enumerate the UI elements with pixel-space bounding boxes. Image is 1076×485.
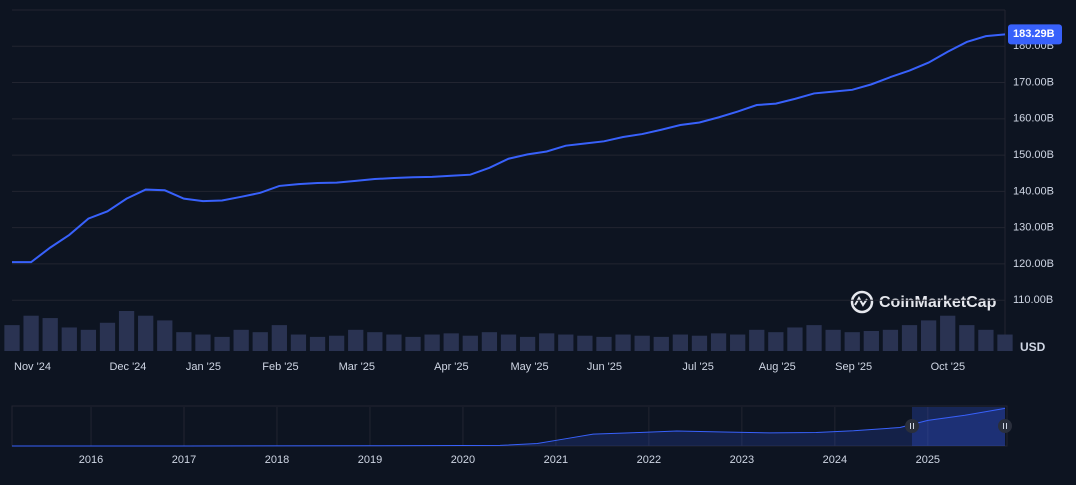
navigator-tick-label: 2019 [358,454,382,466]
volume-bar [80,329,97,351]
volume-bar [348,329,364,351]
volume-bar [691,335,708,351]
x-tick-label: Aug '25 [759,361,796,373]
navigator-tick-label: 2023 [730,454,754,466]
volume-bar [367,332,383,351]
navigator-tick-label: 2016 [79,454,103,466]
navigator-tick-label: 2020 [451,454,475,466]
x-tick-label: Nov '24 [14,361,51,373]
volume-bar [462,335,478,351]
navigator-tick-label: 2018 [265,454,289,466]
price-tag-label: 183.29B [1013,28,1055,40]
volume-bar [653,336,669,351]
volume-bar [615,334,631,351]
y-tick-label: 130.00B [1013,222,1054,234]
y-tick-label: 120.00B [1013,258,1054,270]
x-tick-label: Jul '25 [682,361,713,373]
volume-bar [825,329,841,351]
volume-bar [4,325,20,351]
y-tick-label: 150.00B [1013,149,1054,161]
volume-bar [23,315,39,351]
navigator-tick-label: 2021 [544,454,568,466]
navigator-tick-label: 2024 [823,454,847,466]
volume-bar [405,336,421,351]
volume-bar [157,320,173,351]
volume-bar [271,325,287,351]
volume-bar [863,331,879,351]
x-tick-label: Sep '25 [835,361,872,373]
volume-bar [42,318,58,351]
y-tick-label: 110.00B [1013,294,1053,306]
volume-bar [558,334,574,351]
volume-bar [844,332,860,351]
y-tick-label: 140.00B [1013,185,1054,197]
volume-bar [997,334,1013,351]
volume-bar [500,334,517,351]
volume-bar [806,325,822,351]
x-tick-label: May '25 [511,361,549,373]
navigator-handle[interactable] [998,419,1012,433]
volume-bar [768,332,784,351]
navigator-area [12,408,1005,446]
volume-bar [443,333,459,351]
watermark-logo [850,290,874,314]
x-tick-label: Mar '25 [339,361,375,373]
price-line [12,33,1006,264]
volume-bar [481,332,498,351]
navigator-selection [912,407,1005,446]
navigator-tick-label: 2022 [637,454,661,466]
volume-bar [901,325,918,351]
volume-bar [539,333,555,351]
navigator-tick-label: 2025 [916,454,940,466]
y-tick-label: 170.00B [1013,76,1054,88]
volume-bar [290,334,307,351]
volume-bar [138,315,154,351]
volume-bar [787,327,803,351]
x-tick-label: Jan '25 [186,361,221,373]
watermark: CoinMarketCap [879,294,997,311]
volume-bar [424,334,440,351]
currency-label: USD [1020,340,1046,354]
volume-bar [920,320,937,351]
volume-bar [519,336,536,351]
navigator-tick-label: 2017 [172,454,196,466]
volume-bar [959,325,975,351]
volume-bar [577,335,593,351]
volume-bar [596,336,612,351]
x-tick-label: Oct '25 [931,361,966,373]
volume-bar [118,311,135,351]
volume-bar [749,329,765,351]
volume-bar [328,335,345,351]
volume-bar [99,322,116,351]
volume-bar [710,333,727,351]
volume-bar [730,334,746,351]
price-tag [1008,24,1062,45]
x-tick-label: Jun '25 [587,361,622,373]
volume-bar [634,335,650,351]
y-tick-label: 160.00B [1013,113,1054,125]
volume-bar [252,332,268,351]
x-tick-label: Dec '24 [109,361,146,373]
volume-bar [882,329,899,351]
volume-bar [195,334,211,351]
volume-bar [672,334,689,351]
volume-bar [309,336,326,351]
x-tick-label: Apr '25 [434,361,469,373]
volume-bar [978,329,994,351]
volume-bar [940,315,956,351]
volume-bar [176,332,192,351]
x-tick-label: Feb '25 [262,361,298,373]
volume-bar [61,327,77,351]
navigator-handle[interactable] [905,419,919,433]
volume-bar [233,329,249,351]
volume-bar [386,334,402,351]
volume-bar [214,336,230,351]
